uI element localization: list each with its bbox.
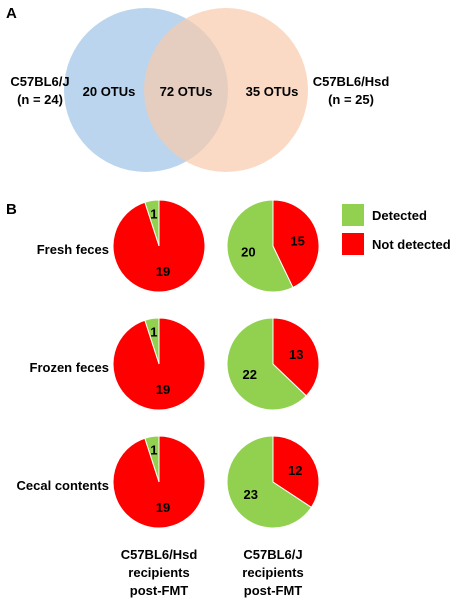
pie-slice-not-detected-r1-c0: [112, 317, 206, 411]
venn-left-only-label: 20 OTUs: [83, 84, 136, 99]
pie-slice-not-detected-r2-c1: [272, 435, 320, 509]
pie-label-detected-r0-c0: 1: [150, 206, 157, 221]
panel-b-label: B: [6, 201, 17, 218]
row-label-cecal-contents: Cecal contents: [17, 478, 109, 493]
legend-swatch-not-detected: [342, 233, 364, 255]
pie-slice-not-detected-r1-c1: [272, 317, 320, 397]
pie-label-not-detected-r2-c0: 19: [156, 500, 170, 515]
pie-slice-detected-r1-c1: [226, 317, 307, 411]
left-group-name: C57BL6/J: [10, 74, 69, 89]
right-group-n: (n = 25): [328, 92, 374, 107]
row-label-frozen-feces: Frozen feces: [30, 360, 109, 375]
pie-label-detected-r1-c1: 22: [243, 367, 257, 382]
panel-a-label: A: [6, 5, 17, 22]
right-group-name: C57BL6/Hsd: [313, 74, 390, 89]
pie-label-not-detected-r1-c1: 13: [289, 347, 303, 362]
pie-grid: 1 19 20 15 1 19 22 13 1 19 23 12: [112, 199, 320, 529]
column-label-j-line3: post-FMT: [244, 583, 303, 598]
pie-label-not-detected-r1-c0: 19: [156, 382, 170, 397]
row-label-fresh-feces: Fresh feces: [37, 242, 109, 257]
pie-slice-not-detected-r2-c0: [112, 435, 206, 529]
pie-label-detected-r2-c0: 1: [150, 442, 157, 457]
column-label-hsd-line3: post-FMT: [130, 583, 189, 598]
column-label-j-line2: recipients: [242, 565, 303, 580]
pie-label-detected-r0-c1: 20: [241, 245, 255, 260]
pie-slice-detected-r2-c1: [226, 435, 313, 529]
pie-label-not-detected-r0-c0: 19: [156, 264, 170, 279]
pie-label-detected-r1-c0: 1: [150, 324, 157, 339]
venn-right-only-label: 35 OTUs: [246, 84, 299, 99]
pie-label-not-detected-r2-c1: 12: [288, 463, 302, 478]
legend-label-detected: Detected: [372, 208, 427, 223]
pie-slice-detected-r0-c1: [226, 199, 294, 293]
column-label-j-line1: C57BL6/J: [243, 547, 302, 562]
pie-slice-not-detected-r0-c0: [112, 199, 206, 293]
pie-slice-not-detected-r0-c1: [272, 199, 320, 289]
column-label-hsd-line1: C57BL6/Hsd: [121, 547, 198, 562]
venn-right-circle: [144, 8, 308, 172]
venn-shared-label: 72 OTUs: [160, 84, 213, 99]
pie-label-detected-r2-c1: 23: [243, 487, 257, 502]
legend-swatch-detected: [342, 204, 364, 226]
left-group-n: (n = 24): [17, 92, 63, 107]
pie-label-not-detected-r0-c1: 15: [290, 233, 304, 248]
legend-label-not-detected: Not detected: [372, 237, 451, 252]
column-label-hsd-line2: recipients: [128, 565, 189, 580]
